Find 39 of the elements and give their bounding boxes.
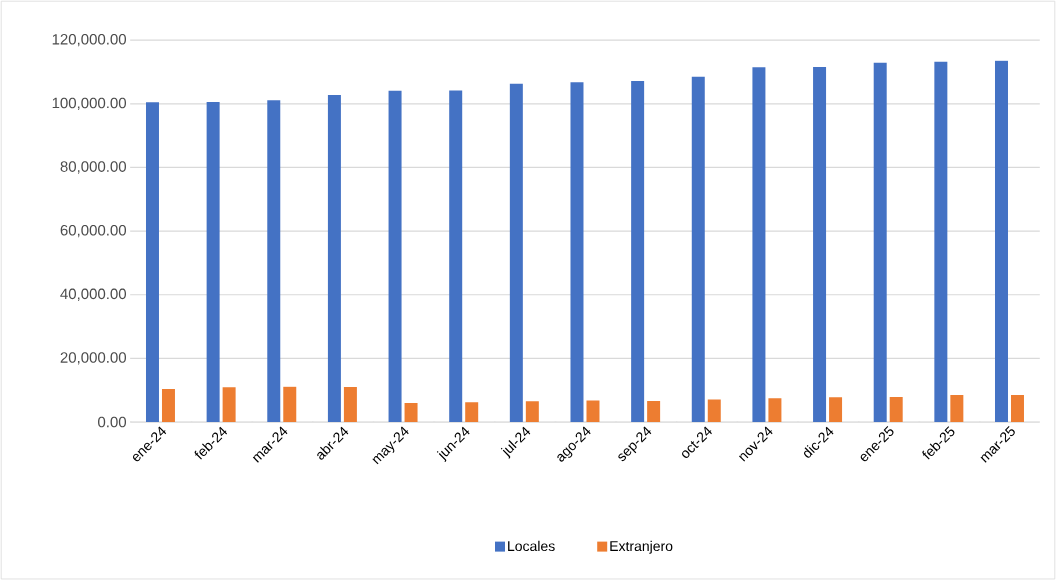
bar <box>222 387 236 422</box>
bar <box>388 90 402 422</box>
legend-label: Locales <box>508 540 555 551</box>
bar <box>449 90 463 422</box>
bar <box>691 76 705 422</box>
y-tick-label: 100,000.00 <box>52 97 127 110</box>
bar <box>813 66 827 422</box>
bar <box>267 100 281 422</box>
bar <box>995 60 1008 422</box>
bar <box>631 80 645 422</box>
legend-label: Extranjero <box>610 540 673 554</box>
y-tick-label: 60,000.00 <box>60 224 127 238</box>
bar <box>509 83 523 422</box>
bar <box>283 386 297 422</box>
bar <box>586 400 600 422</box>
y-tick-label: 20,000.00 <box>60 352 127 365</box>
bar <box>1010 394 1024 422</box>
y-tick-label: 40,000.00 <box>60 288 127 301</box>
bar <box>525 401 539 422</box>
bar <box>206 101 220 422</box>
bar <box>570 82 584 422</box>
bar <box>647 400 661 422</box>
y-tick-label: 80,000.00 <box>60 161 127 174</box>
bar <box>145 102 159 422</box>
bar <box>343 386 357 422</box>
bar <box>465 402 479 422</box>
y-tick-label: 0.00 <box>98 416 127 428</box>
bar <box>889 396 903 422</box>
bar <box>327 94 341 422</box>
y-tick-label: 120,000.00 <box>52 33 127 47</box>
bar <box>873 62 887 422</box>
bar <box>752 67 766 422</box>
bar <box>161 388 175 422</box>
bar <box>404 402 418 422</box>
bar <box>950 394 964 422</box>
bar <box>934 61 948 422</box>
bar <box>829 397 843 422</box>
bar <box>768 398 782 422</box>
bar <box>707 399 721 422</box>
